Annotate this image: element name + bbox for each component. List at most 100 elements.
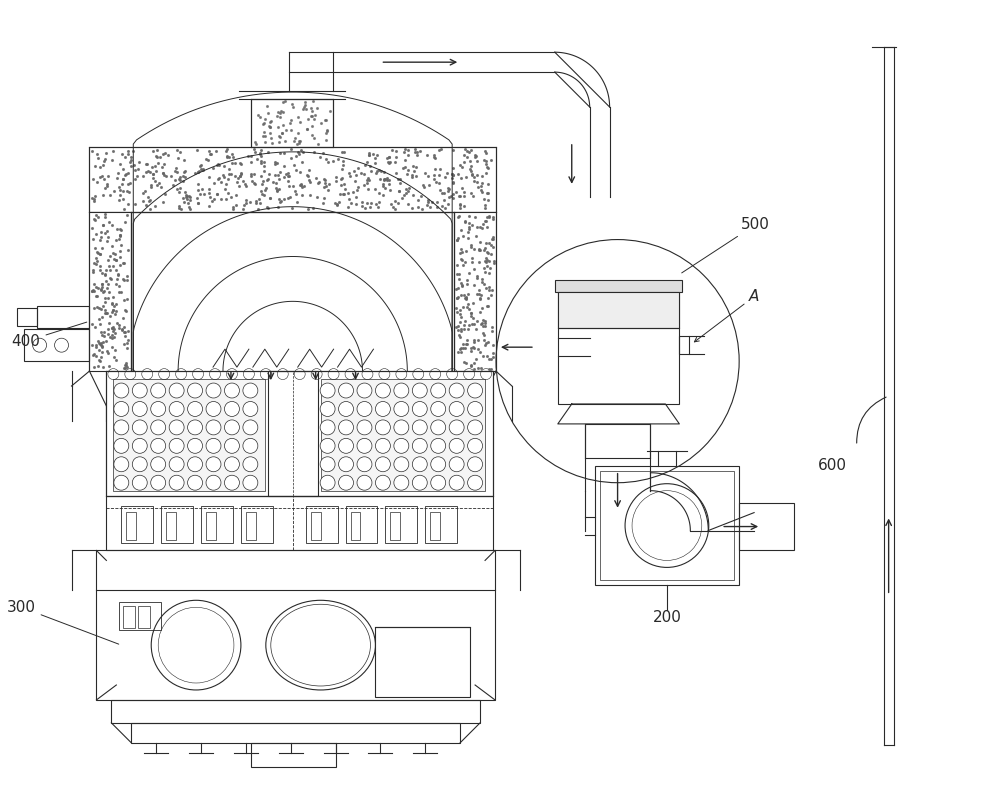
Point — [218, 178, 234, 191]
Point — [175, 170, 191, 182]
Point — [426, 150, 442, 163]
Point — [117, 168, 133, 181]
Point — [444, 171, 460, 184]
Point — [250, 109, 266, 122]
Point — [478, 281, 494, 294]
Point — [104, 329, 120, 341]
Point — [483, 248, 499, 260]
Point — [400, 184, 416, 197]
Point — [445, 169, 461, 181]
Point — [387, 194, 403, 207]
Point — [334, 163, 350, 176]
Point — [257, 184, 273, 197]
Point — [479, 259, 495, 272]
Point — [410, 201, 426, 213]
Point — [396, 189, 412, 201]
Circle shape — [468, 383, 483, 398]
Point — [101, 286, 117, 298]
Point — [243, 170, 259, 182]
Point — [273, 195, 289, 208]
Point — [373, 165, 389, 178]
Point — [145, 168, 161, 181]
Point — [485, 231, 501, 244]
Circle shape — [224, 475, 239, 490]
Point — [466, 262, 482, 275]
Point — [105, 145, 121, 158]
Point — [476, 277, 492, 290]
Point — [474, 302, 490, 314]
Point — [477, 320, 493, 333]
Point — [359, 197, 375, 210]
Text: 500: 500 — [682, 217, 770, 273]
Bar — [390, 512, 400, 540]
Point — [480, 162, 496, 174]
Point — [471, 244, 487, 257]
Point — [463, 306, 479, 319]
Point — [90, 151, 106, 164]
Point — [469, 154, 485, 167]
Point — [255, 118, 271, 131]
Point — [375, 189, 391, 201]
Point — [477, 215, 493, 228]
Point — [463, 341, 479, 354]
Point — [356, 167, 372, 180]
Point — [274, 127, 290, 139]
Point — [291, 135, 307, 147]
Point — [400, 164, 416, 177]
Point — [280, 170, 296, 182]
Point — [458, 357, 474, 369]
Point — [138, 166, 154, 178]
Point — [135, 187, 151, 200]
Point — [254, 178, 270, 191]
Point — [449, 306, 465, 318]
Point — [94, 310, 110, 323]
Point — [456, 189, 472, 202]
Point — [361, 149, 377, 162]
Point — [308, 171, 324, 184]
Point — [480, 193, 496, 206]
Point — [480, 336, 496, 349]
Point — [468, 229, 484, 242]
Point — [297, 96, 313, 108]
Point — [472, 292, 488, 305]
Point — [422, 201, 438, 213]
Point — [453, 310, 469, 323]
Point — [138, 158, 154, 171]
Point — [95, 219, 111, 232]
Circle shape — [206, 420, 221, 435]
Point — [201, 200, 217, 213]
Point — [457, 143, 473, 156]
Point — [388, 166, 404, 179]
Point — [473, 318, 489, 330]
Point — [472, 244, 488, 257]
Point — [102, 271, 118, 284]
Point — [474, 317, 490, 330]
Point — [449, 292, 465, 305]
Circle shape — [449, 439, 464, 453]
Point — [169, 144, 185, 157]
Point — [451, 272, 467, 285]
Point — [165, 178, 181, 191]
Point — [458, 291, 474, 304]
Point — [97, 296, 113, 309]
Point — [90, 282, 106, 295]
Point — [95, 159, 111, 172]
Point — [450, 320, 466, 333]
Point — [457, 341, 473, 354]
Point — [93, 283, 109, 295]
Point — [285, 180, 301, 193]
Point — [343, 197, 359, 209]
Point — [371, 195, 387, 208]
Point — [117, 359, 133, 372]
Point — [305, 95, 321, 107]
Circle shape — [431, 420, 446, 435]
Point — [484, 233, 500, 246]
Point — [458, 338, 474, 351]
Point — [459, 301, 475, 314]
Point — [190, 197, 206, 209]
Point — [303, 101, 319, 114]
Point — [433, 143, 449, 156]
Point — [104, 306, 120, 318]
Point — [218, 145, 234, 158]
Point — [353, 166, 369, 179]
